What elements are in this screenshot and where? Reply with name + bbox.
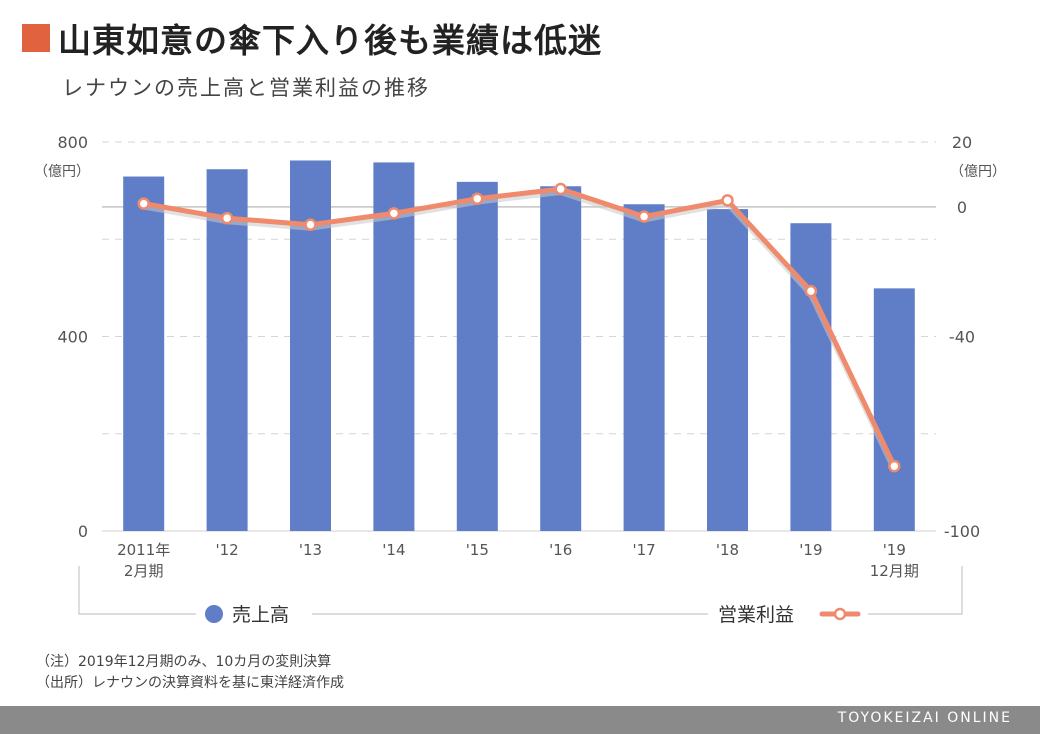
footer-bar: TOYOKEIZAI ONLINE: [0, 706, 1040, 734]
chart: 0 400 800 （億円） -100 -40 0 20 （億円） 2011年 2月期 '12 '13…: [34, 133, 1006, 628]
line-point: [220, 211, 234, 225]
page-title: 山東如意の傘下入り後も業績は低迷: [58, 21, 602, 60]
line-point: [804, 284, 818, 298]
bar: [873, 288, 915, 531]
category-label: '14: [382, 541, 405, 559]
chart-subtitle: レナウンの売上高と営業利益の推移: [62, 76, 430, 100]
title-row: 山東如意の傘下入り後も業績は低迷: [22, 14, 602, 62]
left-axis-tick: 0: [78, 522, 88, 541]
right-axis-tick: 0: [957, 198, 967, 217]
bar: [707, 209, 748, 532]
line-shadow: [143, 189, 898, 471]
bar-series: [123, 160, 915, 532]
category-label: '12: [215, 541, 238, 559]
notes: （注）2019年12月期のみ、10カ月の変則決算 （出所）レナウンの決算資料を基…: [36, 652, 344, 694]
bar: [373, 162, 415, 532]
line-point: [304, 218, 317, 231]
line-point: [554, 182, 567, 196]
right-axis-tick: -100: [944, 522, 980, 541]
right-axis-tick: 20: [952, 133, 972, 152]
bar: [206, 169, 248, 532]
category-label: '19: [799, 541, 822, 559]
legend-bar-label: 売上高: [232, 604, 289, 626]
bar: [123, 176, 165, 531]
source-line: （出所）レナウンの決算資料を基に東洋経済作成: [36, 675, 344, 691]
line-point: [471, 192, 484, 205]
bar: [540, 186, 582, 531]
axes: 0 400 800 （億円） -100 -40 0 20 （億円）: [34, 133, 1006, 541]
category-label: '15: [466, 541, 489, 559]
bar: [456, 181, 498, 531]
legend-frame: [78, 566, 963, 615]
category-label: '13: [299, 541, 322, 559]
category-labels: 2011年 2月期 '12 '13 '14 '15 '16 '17 '18 '19 '19 12月期: [117, 541, 919, 580]
category-label: 2011年: [117, 541, 170, 559]
legend-line-label: 営業利益: [718, 604, 794, 626]
legend: 売上高 営業利益: [78, 566, 963, 628]
bar: [623, 204, 665, 532]
note-line: （注）2019年12月期のみ、10カ月の変則決算: [36, 654, 332, 670]
left-axis-tick: 800: [57, 133, 88, 152]
line-series: [137, 182, 901, 473]
bar: [790, 223, 832, 532]
category-label: 12月期: [870, 562, 919, 580]
line-point: [721, 194, 734, 207]
category-label: 2月期: [124, 562, 164, 580]
legend-line-point: [833, 607, 847, 621]
line-path: [143, 186, 897, 468]
category-label: '17: [632, 541, 655, 559]
bar: [290, 160, 331, 532]
line-point: [137, 197, 150, 210]
left-axis-unit: （億円）: [34, 164, 90, 180]
category-label: '16: [549, 541, 572, 559]
legend-bar-marker: [205, 605, 223, 623]
category-label: '18: [716, 541, 739, 559]
line-point: [387, 207, 401, 220]
left-axis-tick: 400: [57, 328, 88, 347]
footer-brand: TOYOKEIZAI ONLINE: [837, 710, 1012, 726]
category-label: '19: [883, 541, 906, 559]
right-axis-tick: -40: [949, 328, 975, 347]
title-accent-square: [22, 24, 50, 52]
right-axis-unit: （億円）: [950, 164, 1006, 180]
line-point: [888, 459, 901, 473]
line-point: [637, 210, 651, 223]
